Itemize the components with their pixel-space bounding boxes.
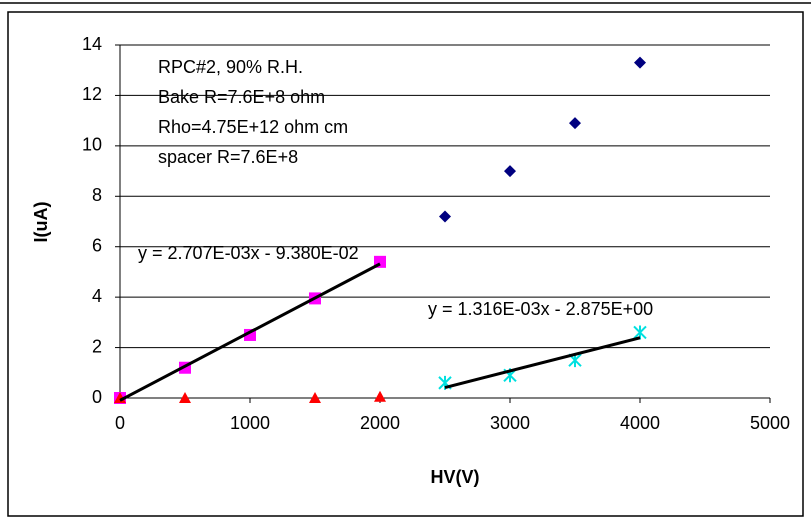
annotation: RPC#2, 90% R.H.: [158, 57, 303, 77]
annotation: spacer R=7.6E+8: [158, 147, 298, 167]
point: [309, 392, 321, 403]
annotation: y = 1.316E-03x - 2.875E+00: [428, 299, 653, 319]
chart-frame: [7, 11, 804, 517]
point: [374, 390, 386, 402]
x-tick-label: 0: [115, 413, 125, 433]
y-axis-title: I(uA): [31, 202, 51, 243]
point: [374, 255, 386, 268]
annotation: y = 2.707E-03x - 9.380E-02: [138, 243, 359, 263]
y-tick-label: 0: [92, 387, 102, 407]
point: [439, 210, 451, 223]
x-tick-label: 5000: [750, 413, 790, 433]
y-tick-label: 2: [92, 336, 102, 356]
y-tick-label: 6: [92, 235, 102, 255]
trend-line: [444, 336, 641, 389]
point: [569, 117, 581, 130]
point: [633, 325, 647, 340]
point: [179, 392, 191, 403]
annotation: Bake R=7.6E+8 ohm: [158, 87, 325, 107]
y-tick-label: 4: [92, 286, 102, 306]
y-tick-label: 14: [82, 34, 102, 54]
point: [504, 165, 516, 178]
x-tick-label: 1000: [230, 413, 270, 433]
y-tick-label: 12: [82, 84, 102, 104]
x-tick-label: 2000: [360, 413, 400, 433]
annotation: Rho=4.75E+12 ohm cm: [158, 117, 348, 137]
x-tick-label: 4000: [620, 413, 660, 433]
y-tick-label: 10: [82, 135, 102, 155]
x-axis-title: HV(V): [431, 467, 480, 487]
y-tick-label: 8: [92, 185, 102, 205]
x-tick-label: 3000: [490, 413, 530, 433]
point: [634, 56, 646, 69]
trend-line: [119, 262, 381, 402]
